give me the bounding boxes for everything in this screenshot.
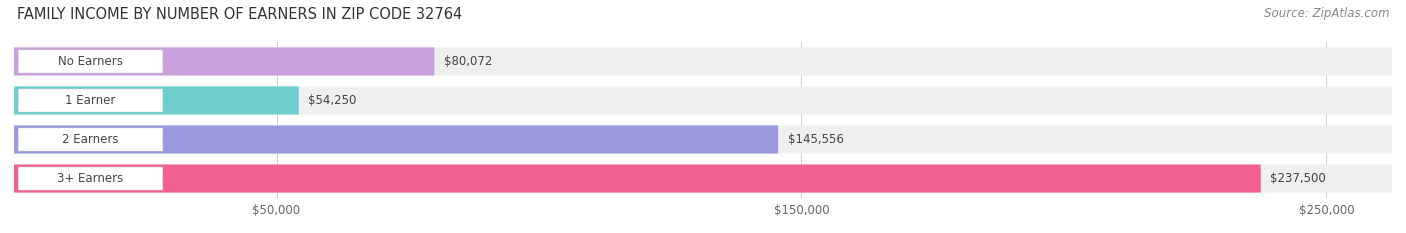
FancyBboxPatch shape	[14, 86, 1392, 115]
Text: $80,072: $80,072	[444, 55, 492, 68]
Text: Source: ZipAtlas.com: Source: ZipAtlas.com	[1264, 7, 1389, 20]
FancyBboxPatch shape	[18, 89, 163, 112]
FancyBboxPatch shape	[14, 125, 778, 154]
FancyBboxPatch shape	[14, 47, 434, 75]
FancyBboxPatch shape	[18, 128, 163, 151]
FancyBboxPatch shape	[14, 164, 1392, 193]
Text: $145,556: $145,556	[787, 133, 844, 146]
Text: FAMILY INCOME BY NUMBER OF EARNERS IN ZIP CODE 32764: FAMILY INCOME BY NUMBER OF EARNERS IN ZI…	[17, 7, 463, 22]
FancyBboxPatch shape	[14, 86, 299, 115]
Text: $237,500: $237,500	[1271, 172, 1326, 185]
Text: 2 Earners: 2 Earners	[62, 133, 118, 146]
FancyBboxPatch shape	[18, 167, 163, 190]
Text: 3+ Earners: 3+ Earners	[58, 172, 124, 185]
FancyBboxPatch shape	[14, 125, 1392, 154]
Text: $54,250: $54,250	[308, 94, 357, 107]
Text: 1 Earner: 1 Earner	[65, 94, 115, 107]
Text: No Earners: No Earners	[58, 55, 122, 68]
FancyBboxPatch shape	[18, 50, 163, 73]
FancyBboxPatch shape	[14, 164, 1261, 193]
FancyBboxPatch shape	[14, 47, 1392, 75]
